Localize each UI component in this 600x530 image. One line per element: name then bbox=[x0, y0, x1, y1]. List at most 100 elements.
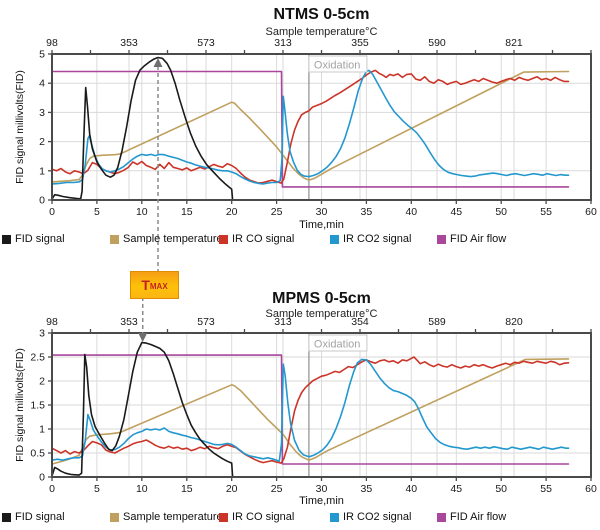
legend-item-ir-co2-signal: IR CO2 signal bbox=[330, 233, 411, 245]
tmax-label: T bbox=[141, 277, 150, 293]
tmax-arrow-up-icon bbox=[153, 58, 163, 67]
oxidation-label: Oxidation bbox=[314, 60, 360, 72]
oxidation-label-box bbox=[308, 334, 368, 352]
x-axis-tick-label: 35 bbox=[361, 483, 373, 495]
y-axis-label-top: FID signal millivolts(FID) bbox=[14, 70, 26, 184]
y-axis-tick-label: 1.5 bbox=[30, 400, 45, 412]
chart-title-bottom: MPMS 0-5cm bbox=[272, 290, 371, 307]
x-axis-tick-label: 40 bbox=[405, 206, 417, 218]
series-line-ir-co-signal bbox=[51, 69, 570, 184]
legend-item-fid-air-flow: FID Air flow bbox=[437, 511, 506, 523]
top-axis-tick-label: 98 bbox=[46, 37, 58, 49]
legend-item-fid-signal: FID signal bbox=[2, 511, 65, 523]
legend-item-ir-co-signal: IR CO signal bbox=[219, 511, 294, 523]
legend-swatch-icon bbox=[219, 234, 228, 244]
legend-label: IR CO signal bbox=[232, 511, 295, 523]
tmax-label-sub: MAX bbox=[149, 282, 168, 291]
x-axis-tick-label: 15 bbox=[181, 483, 193, 495]
x-axis-tick-label: 55 bbox=[540, 206, 552, 218]
x-axis-tick-label: 15 bbox=[181, 206, 193, 218]
legend-swatch-icon bbox=[437, 234, 446, 244]
y-axis-tick-label: 0 bbox=[39, 472, 45, 484]
top-axis-tick-label: 313 bbox=[274, 37, 292, 49]
x-axis-tick-label: 5 bbox=[94, 206, 100, 218]
legend-label: FID Air flow bbox=[450, 511, 507, 523]
legend-swatch-icon bbox=[110, 512, 119, 522]
legend-label: IR CO2 signal bbox=[343, 511, 412, 523]
legend-label: IR CO signal bbox=[232, 233, 295, 245]
tmax-connector bbox=[138, 58, 163, 342]
top-axis-title-bottom: Sample temperature°C bbox=[265, 308, 378, 320]
x-axis-tick-label: 20 bbox=[226, 483, 238, 495]
chart-title-top: NTMS 0-5cm bbox=[273, 6, 370, 23]
x-axis-tick-label: 60 bbox=[585, 483, 597, 495]
x-axis-tick-label: 25 bbox=[271, 206, 283, 218]
legend-label: Sample temperature bbox=[123, 233, 223, 245]
legend-label: IR CO2 signal bbox=[343, 233, 412, 245]
top-axis-tick-label: 573 bbox=[197, 316, 215, 328]
y-axis-tick-label: 2 bbox=[39, 376, 45, 388]
top-axis-tick-label: 589 bbox=[428, 316, 446, 328]
top-axis-tick-label: 355 bbox=[351, 37, 369, 49]
x-axis-tick-label: 10 bbox=[136, 483, 148, 495]
legend-item-fid-signal: FID signal bbox=[2, 233, 65, 245]
series-line-fid-signal bbox=[51, 341, 234, 478]
legend-item-ir-co2-signal: IR CO2 signal bbox=[330, 511, 411, 523]
x-axis-tick-label: 45 bbox=[450, 206, 462, 218]
x-axis-tick-label: 50 bbox=[495, 206, 507, 218]
oxidation-label-box bbox=[308, 55, 368, 73]
y-axis-tick-label: 0.5 bbox=[30, 448, 45, 460]
x-axis-tick-label: 20 bbox=[226, 206, 238, 218]
y-axis-tick-label: 1 bbox=[39, 424, 45, 436]
series-line-ir-co-signal bbox=[51, 356, 570, 464]
top-axis-tick-label: 590 bbox=[428, 37, 446, 49]
legend-label: FID Air flow bbox=[450, 233, 507, 245]
x-axis-label-bottom: Time,min bbox=[299, 495, 344, 507]
x-axis-tick-label: 35 bbox=[361, 206, 373, 218]
y-axis-tick-label: 2.5 bbox=[30, 352, 45, 364]
y-axis-tick-label: 5 bbox=[39, 49, 45, 61]
y-axis-tick-label: 0 bbox=[39, 195, 45, 207]
top-axis-tick-label: 313 bbox=[274, 316, 292, 328]
legend-top: FID signal Sample temperature IR CO signal… bbox=[0, 233, 600, 247]
x-axis-tick-label: 0 bbox=[49, 483, 55, 495]
legend-swatch-icon bbox=[2, 234, 11, 244]
top-axis-title-top: Sample temperature°C bbox=[265, 26, 378, 38]
legend-label: Sample temperature bbox=[123, 511, 223, 523]
legend-swatch-icon bbox=[219, 512, 228, 522]
tmax-arrow-down-icon bbox=[138, 333, 148, 342]
x-axis-label-top: Time,min bbox=[299, 219, 344, 231]
y-axis-label-bottom: FID signal millivolts(FID) bbox=[14, 348, 26, 462]
series-line-ir-co2-signal bbox=[51, 69, 570, 185]
x-axis-tick-label: 45 bbox=[450, 483, 462, 495]
y-axis-tick-label: 3 bbox=[39, 328, 45, 340]
x-axis-tick-label: 50 bbox=[495, 483, 507, 495]
legend-swatch-icon bbox=[2, 512, 11, 522]
legend-swatch-icon bbox=[110, 234, 119, 244]
tmax-annotation: T MAX bbox=[130, 271, 179, 299]
series-line-fid-signal bbox=[51, 56, 234, 201]
top-axis-tick-label: 820 bbox=[505, 316, 523, 328]
y-axis-tick-label: 4 bbox=[39, 78, 45, 90]
legend-item-sample-temperature: Sample temperature bbox=[110, 511, 223, 523]
legend-label: FID signal bbox=[15, 233, 65, 245]
x-axis-tick-label: 25 bbox=[271, 483, 283, 495]
x-axis-tick-label: 0 bbox=[49, 206, 55, 218]
legend-swatch-icon bbox=[437, 512, 446, 522]
y-axis-tick-label: 2 bbox=[39, 136, 45, 148]
legend-item-ir-co-signal: IR CO signal bbox=[219, 233, 294, 245]
x-axis-tick-label: 40 bbox=[405, 483, 417, 495]
y-axis-tick-label: 3 bbox=[39, 107, 45, 119]
series-line-ir-co2-signal bbox=[51, 358, 570, 463]
legend-swatch-icon bbox=[330, 234, 339, 244]
legend-label: FID signal bbox=[15, 511, 65, 523]
legend-bottom: FID signal Sample temperature IR CO signal… bbox=[0, 511, 600, 525]
top-axis-tick-label: 573 bbox=[197, 37, 215, 49]
legend-swatch-icon bbox=[330, 512, 339, 522]
top-axis-tick-label: 353 bbox=[120, 37, 138, 49]
x-axis-tick-label: 30 bbox=[316, 206, 328, 218]
top-axis-tick-label: 98 bbox=[46, 316, 58, 328]
